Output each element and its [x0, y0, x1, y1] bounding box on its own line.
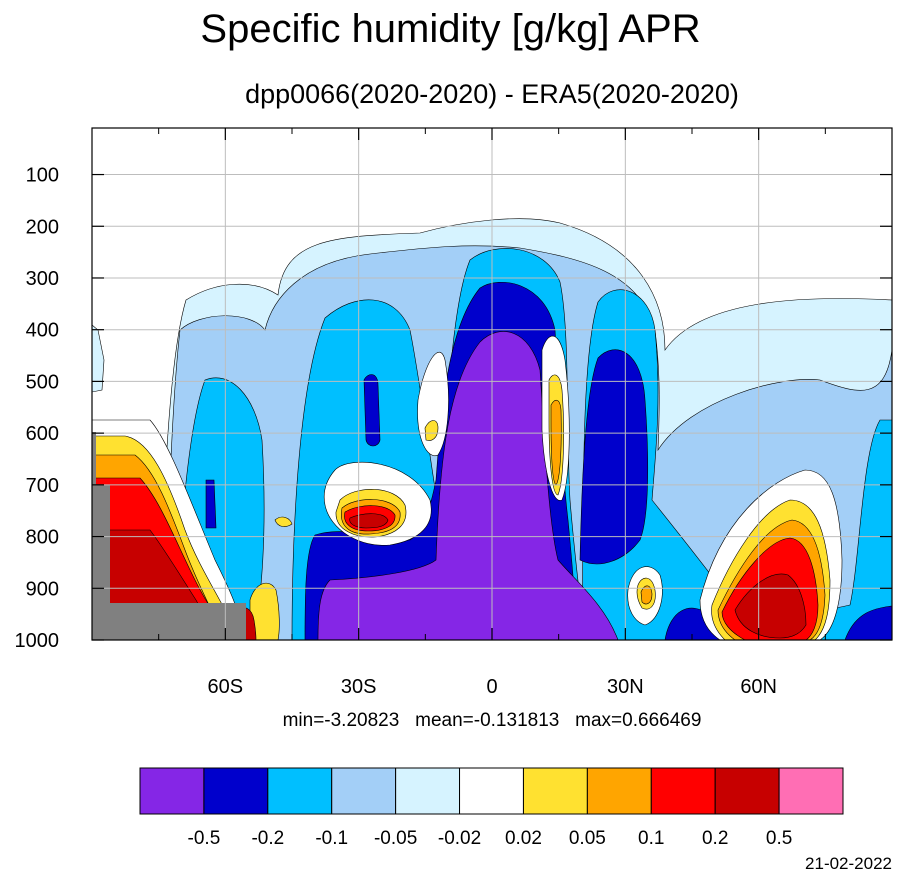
contour-region-plus005-45S: [274, 516, 293, 527]
x-tick-label: 0: [486, 676, 497, 698]
y-tick-label: 700: [26, 475, 59, 497]
contour-region-plus005-50S-surface: [249, 582, 280, 640]
colorbar-label: -0.05: [374, 828, 417, 849]
colorbar-label: 0.05: [569, 828, 606, 849]
colorbar-swatch: [459, 767, 524, 815]
date-stamp: 21-02-2022: [805, 854, 892, 873]
contour-region-minus02-cell-60S: [205, 479, 217, 529]
contour-region-plus05-30S: [349, 513, 389, 529]
y-tick-label: 200: [26, 216, 59, 238]
y-tick-label: 100: [26, 165, 59, 187]
colorbar-swatch: [139, 767, 205, 815]
y-tick-label: 800: [26, 527, 59, 549]
colorbar-swatch: [586, 767, 652, 815]
x-tick-label: 30N: [607, 676, 644, 698]
colorbar: -0.5 -0.2 -0.1 -0.05 -0.02 0.02 0.05 0.1 0.2 0.5: [139, 767, 844, 849]
colorbar-label: 0.5: [766, 828, 792, 849]
missing-data-terrain: [92, 432, 246, 640]
colorbar-label: 0.1: [638, 828, 664, 849]
colorbar-swatch: [522, 767, 588, 815]
colorbar-swatch: [267, 767, 333, 815]
chart-subtitle: dpp0066(2020-2020) - ERA5(2020-2020): [245, 79, 739, 109]
colorbar-swatch: [778, 767, 844, 815]
colorbar-swatch: [203, 767, 269, 815]
colorbar-swatch: [714, 767, 780, 815]
chart-title: Specific humidity [g/kg] APR: [200, 7, 701, 51]
contour-region-plus01-30N: [640, 585, 653, 605]
contour-region-plus05-60N: [734, 573, 807, 639]
x-tick-label: 30S: [341, 676, 377, 698]
contour-region-minus02-cell-30S: [363, 374, 381, 447]
colorbar-swatch: [331, 767, 397, 815]
colorbar-label: -0.1: [315, 828, 348, 849]
contour-region-minus05-core: [317, 331, 619, 640]
colorbar-label: 0.2: [702, 828, 728, 849]
colorbar-label: 0.02: [505, 828, 542, 849]
y-tick-label: 1000: [15, 630, 60, 652]
axis-ticks: 60S 30S 0 30N 60N 100 200 300 400 500 600 700 800 900…: [15, 128, 892, 698]
data-statistics: min=-3.20823 mean=-0.131813 max=0.666469: [282, 710, 702, 731]
contour-region-minus02-north: [579, 349, 649, 565]
y-tick-label: 500: [26, 371, 59, 393]
contour-region-minus01-north: [581, 289, 892, 640]
y-tick-label: 600: [26, 423, 59, 445]
x-tick-label: 60N: [740, 676, 777, 698]
contour-region-plus005-20S: [424, 420, 439, 441]
contour-fill-layer: [92, 128, 892, 640]
colorbar-label: -0.2: [251, 828, 284, 849]
colorbar-swatch: [395, 767, 461, 815]
x-tick-label: 60S: [208, 676, 244, 698]
colorbar-label: -0.02: [438, 828, 481, 849]
contour-region-plus01-15N: [550, 400, 562, 486]
colorbar-swatch: [650, 767, 716, 815]
y-tick-label: 900: [26, 578, 59, 600]
y-tick-label: 400: [26, 320, 59, 342]
colorbar-label: -0.5: [188, 828, 221, 849]
y-tick-label: 300: [26, 268, 59, 290]
